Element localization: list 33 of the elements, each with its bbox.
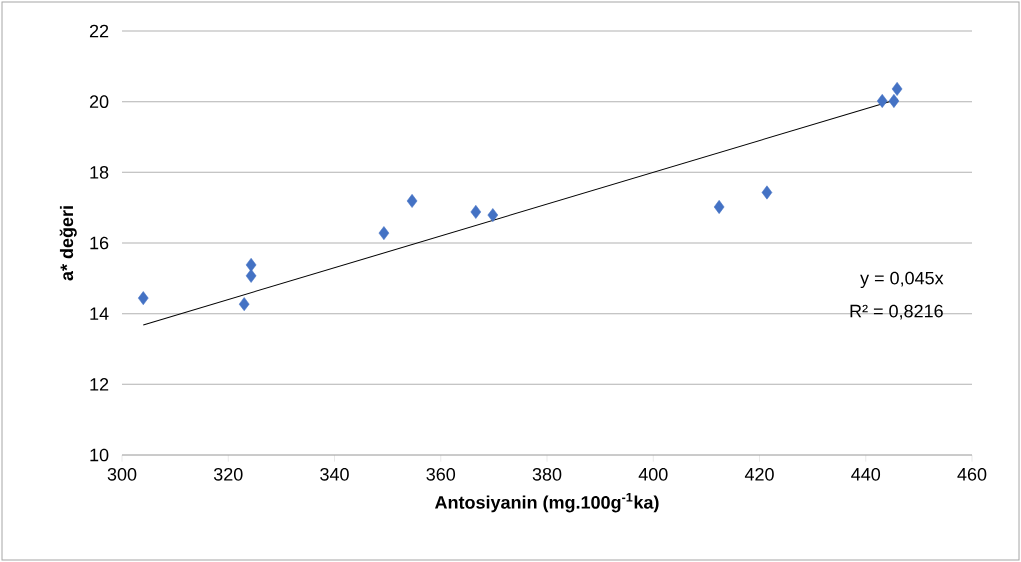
point xyxy=(406,194,418,208)
y-axis-title: a* değeri xyxy=(59,206,77,281)
x-tick-label: 360 xyxy=(426,467,456,481)
point xyxy=(713,200,725,214)
annotation: R² = 0,8216 xyxy=(850,304,943,320)
x-tick-label: 300 xyxy=(107,467,137,481)
x-tick-label: 460 xyxy=(957,467,987,481)
y-tick-label: 16 xyxy=(90,236,109,250)
y-tick-label: 20 xyxy=(89,95,109,109)
point xyxy=(888,94,900,108)
point xyxy=(876,94,888,108)
annotation: y = 0,045x xyxy=(860,271,944,289)
point xyxy=(761,185,773,200)
point xyxy=(245,268,257,283)
x-tick-label: 400 xyxy=(638,467,668,481)
x-axis-title: Antosiyanin (mg.100g$^{-1}$ka) xyxy=(434,492,659,513)
x-tick-label: 380 xyxy=(532,467,562,481)
point xyxy=(891,82,903,96)
point xyxy=(137,291,149,306)
y-tick-label: 18 xyxy=(90,165,109,179)
point xyxy=(487,208,499,223)
x-tick-label: 420 xyxy=(744,467,774,481)
point xyxy=(470,204,482,219)
x-tick-label: 340 xyxy=(320,467,349,481)
point xyxy=(378,226,390,241)
y-tick-label: 12 xyxy=(90,378,109,391)
x-tick-label: 320 xyxy=(213,467,243,481)
point xyxy=(238,297,250,312)
x-tick-label: 440 xyxy=(851,467,881,481)
y-tick-label: 10 xyxy=(90,448,109,462)
point xyxy=(245,257,257,272)
y-tick-label: 14 xyxy=(90,307,109,320)
y-tick-label: 22 xyxy=(89,24,109,38)
